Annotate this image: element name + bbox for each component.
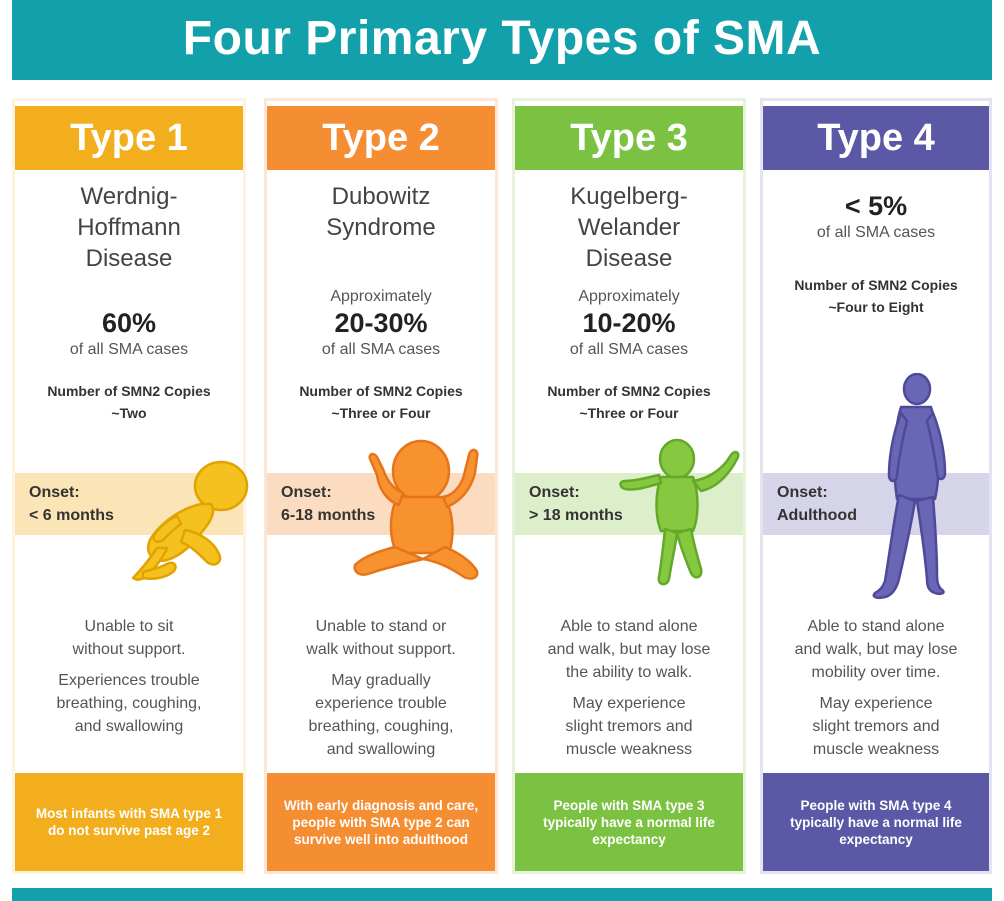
type-1-card: Type 1 Werdnig- Hoffmann Disease 60% of …: [12, 98, 249, 874]
type-4-smn2-copies: Number of SMN2 Copies ~Four to Eight: [794, 277, 958, 315]
type-3-disease-name: Kugelberg- Welander Disease: [570, 183, 688, 272]
type-3-description: Able to stand alone and walk, but may lo…: [547, 618, 711, 758]
type-2-onset: Onset: 6-18 months: [267, 473, 495, 535]
footer-bar: [12, 888, 992, 901]
type-1-description: Unable to sit without support. Experienc…: [56, 618, 202, 735]
type-1-percent: 60%: [101, 308, 157, 338]
type-3-smn2-copies: Number of SMN2 Copies ~Three or Four: [547, 383, 711, 421]
type-4-note: People with SMA type 4 typically have a …: [763, 773, 989, 871]
type-1-disease-name: Werdnig- Hoffmann Disease: [77, 183, 181, 272]
type-3-card: Type 3 Kugelberg- Welander Disease Appro…: [512, 98, 746, 874]
type-4-percent: < 5%: [844, 191, 908, 221]
type-2-description: Unable to stand or walk without support.…: [306, 618, 456, 758]
type-3-onset: Onset: > 18 months: [515, 473, 743, 535]
type-4-card: Type 4 < 5% of all SMA cases Number of S…: [760, 98, 992, 874]
type-2-disease-name: Dubowitz Syndrome: [326, 183, 436, 241]
type-4-heading: Type 4: [763, 106, 989, 170]
type-3-approximately: Approximately: [578, 288, 680, 305]
type-1-heading: Type 1: [15, 106, 243, 170]
type-2-note: With early diagnosis and care, people wi…: [267, 773, 495, 871]
type-2-heading: Type 2: [267, 106, 495, 170]
type-3-percent: 10-20%: [582, 308, 676, 338]
type-4-description: Able to stand alone and walk, but may lo…: [794, 618, 958, 758]
type-1-percent-sub: of all SMA cases: [69, 341, 189, 358]
type-2-smn2-copies: Number of SMN2 Copies ~Three or Four: [299, 383, 463, 421]
type-2-percent: 20-30%: [334, 308, 428, 338]
type-4-onset: Onset: Adulthood: [763, 473, 989, 535]
page-title: Four Primary Types of SMA: [12, 0, 992, 80]
type-1-smn2-copies: Number of SMN2 Copies ~Two: [47, 383, 211, 421]
type-3-heading: Type 3: [515, 106, 743, 170]
type-3-percent-sub: of all SMA cases: [569, 341, 689, 358]
type-1-onset: Onset: < 6 months: [15, 473, 243, 535]
type-2-approximately: Approximately: [330, 288, 432, 305]
type-1-note: Most infants with SMA type 1 do not surv…: [15, 773, 243, 871]
type-4-percent-sub: of all SMA cases: [816, 224, 936, 241]
type-3-note: People with SMA type 3 typically have a …: [515, 773, 743, 871]
type-2-percent-sub: of all SMA cases: [321, 341, 441, 358]
type-2-card: Type 2 Dubowitz Syndrome Approximately 2…: [264, 98, 498, 874]
